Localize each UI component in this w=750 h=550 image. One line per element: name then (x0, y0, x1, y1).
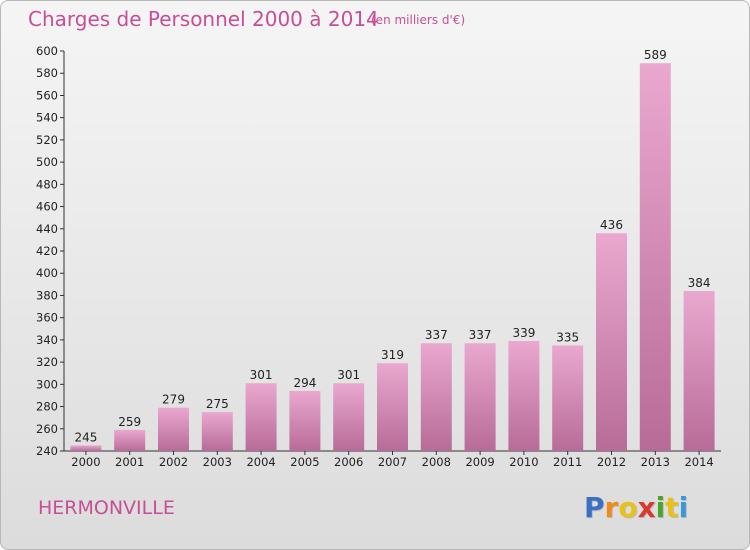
bar (70, 445, 102, 451)
logo-letter: o (618, 491, 638, 524)
bar (114, 429, 146, 451)
x-tick-label: 2006 (334, 455, 363, 469)
x-tick-label: 2005 (290, 455, 319, 469)
logo-letter: P (584, 491, 605, 524)
bar (289, 391, 321, 451)
x-tick-label: 2007 (378, 455, 407, 469)
x-tick-label: 2012 (597, 455, 626, 469)
data-label: 319 (381, 348, 404, 362)
x-tick-label: 2013 (641, 455, 670, 469)
data-label: 279 (162, 393, 185, 407)
y-tick-label: 380 (36, 288, 58, 302)
y-tick-label: 260 (36, 422, 58, 436)
logo-letter: i (678, 491, 689, 524)
bar (464, 343, 496, 451)
bar (683, 291, 715, 451)
logo-letter: i (655, 491, 666, 524)
data-label: 301 (250, 368, 273, 382)
x-tick-label: 2000 (71, 455, 100, 469)
bar (201, 412, 233, 451)
x-tick-label: 2014 (684, 455, 713, 469)
bar (552, 345, 584, 451)
data-label: 301 (337, 368, 360, 382)
data-label: 245 (74, 430, 97, 444)
y-tick-label: 440 (36, 222, 58, 236)
data-label: 335 (556, 330, 579, 344)
bar (333, 383, 365, 451)
x-tick-label: 2010 (509, 455, 538, 469)
y-tick-label: 480 (36, 177, 58, 191)
bar (158, 407, 189, 451)
logo-letter: r (604, 491, 619, 524)
bar (639, 63, 671, 451)
y-tick-label: 320 (36, 355, 58, 369)
data-label: 384 (688, 276, 711, 290)
bar (596, 233, 627, 451)
y-tick-label: 400 (36, 266, 58, 280)
y-tick-label: 560 (36, 88, 58, 102)
x-tick-label: 2002 (159, 455, 188, 469)
x-tick-label: 2009 (465, 455, 494, 469)
bar (508, 341, 540, 451)
data-label: 589 (644, 48, 667, 62)
y-tick-label: 500 (36, 155, 58, 169)
y-tick-label: 340 (36, 333, 58, 347)
logo-letter: t (665, 491, 679, 524)
data-label: 436 (600, 218, 623, 232)
y-tick-label: 540 (36, 111, 58, 125)
data-label: 339 (512, 326, 535, 340)
x-tick-label: 2011 (553, 455, 582, 469)
proxiti-logo: Proxiti (584, 491, 688, 524)
y-tick-label: 240 (36, 444, 58, 458)
y-tick-label: 460 (36, 200, 58, 214)
x-tick-label: 2008 (422, 455, 451, 469)
bar (377, 363, 408, 451)
x-tick-label: 2001 (115, 455, 144, 469)
bar (245, 383, 277, 451)
chart-title: Charges de Personnel 2000 à 2014 (28, 7, 379, 31)
x-tick-label: 2003 (203, 455, 232, 469)
y-tick-label: 280 (36, 400, 58, 414)
chart-subtitle: (en milliers d'€) (371, 13, 466, 27)
y-tick-label: 360 (36, 311, 58, 325)
data-label: 259 (118, 415, 141, 429)
y-tick-label: 520 (36, 133, 58, 147)
y-tick-label: 600 (36, 44, 58, 58)
town-name: HERMONVILLE (38, 497, 175, 519)
x-tick-label: 2004 (246, 455, 275, 469)
y-tick-label: 300 (36, 377, 58, 391)
data-label: 337 (469, 328, 492, 342)
data-label: 275 (206, 397, 229, 411)
data-label: 294 (293, 376, 316, 390)
data-label: 337 (425, 328, 448, 342)
logo-letter: x (637, 491, 656, 524)
y-tick-label: 420 (36, 244, 58, 258)
y-tick-label: 580 (36, 66, 58, 80)
bar (420, 343, 452, 451)
